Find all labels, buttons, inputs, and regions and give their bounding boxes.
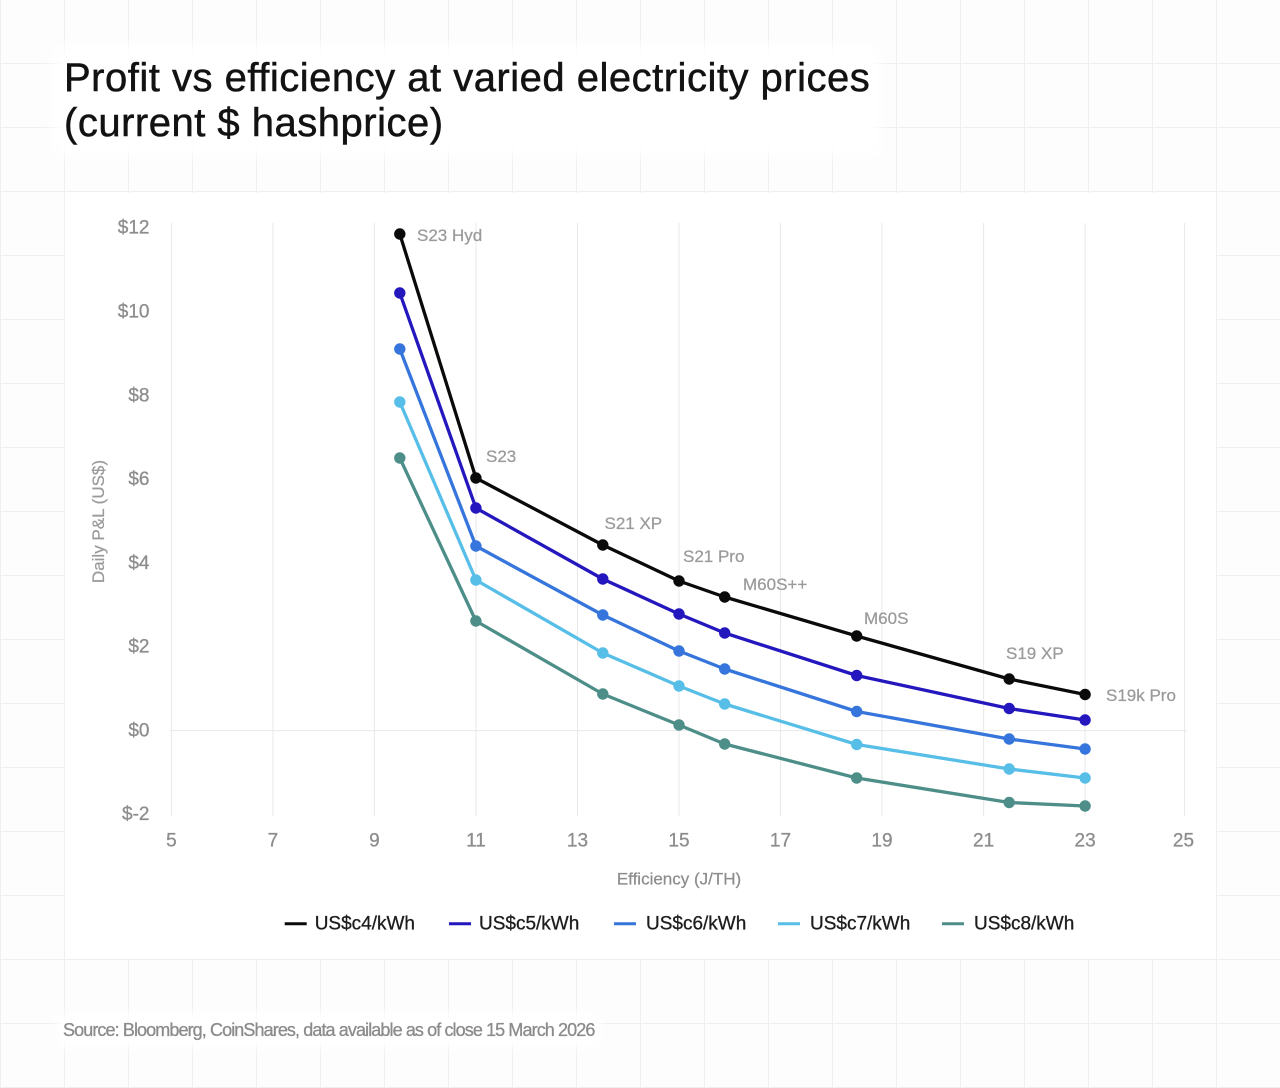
svg-text:$-2: $-2: [122, 804, 149, 825]
svg-text:$12: $12: [118, 218, 150, 239]
svg-text:M60S++: M60S++: [743, 575, 807, 594]
svg-text:US$c7/kWh: US$c7/kWh: [810, 914, 910, 935]
svg-text:$8: $8: [128, 386, 149, 407]
svg-text:Daily P&L (US$): Daily P&L (US$): [89, 460, 108, 583]
svg-text:11: 11: [466, 831, 486, 852]
svg-text:23: 23: [1075, 831, 1096, 852]
svg-text:S21 XP: S21 XP: [605, 514, 663, 533]
svg-text:$0: $0: [128, 721, 149, 742]
svg-text:US$c6/kWh: US$c6/kWh: [646, 914, 746, 935]
svg-text:21: 21: [973, 831, 994, 852]
svg-text:US$c5/kWh: US$c5/kWh: [479, 914, 579, 935]
svg-text:S19k Pro: S19k Pro: [1106, 686, 1176, 705]
svg-text:$6: $6: [128, 469, 149, 490]
svg-text:S19 XP: S19 XP: [1006, 644, 1064, 663]
svg-text:13: 13: [567, 831, 588, 852]
svg-text:$4: $4: [128, 553, 150, 574]
svg-text:US$c8/kWh: US$c8/kWh: [974, 914, 1074, 935]
svg-text:17: 17: [770, 831, 791, 852]
svg-text:S23: S23: [486, 447, 516, 466]
svg-text:US$c4/kWh: US$c4/kWh: [315, 914, 415, 935]
svg-text:$2: $2: [128, 637, 149, 658]
svg-text:M60S: M60S: [864, 609, 908, 628]
svg-text:S23 Hyd: S23 Hyd: [417, 226, 482, 245]
svg-text:$10: $10: [118, 302, 150, 323]
svg-text:15: 15: [668, 831, 689, 852]
svg-text:19: 19: [871, 831, 892, 852]
svg-text:Efficiency (J/TH): Efficiency (J/TH): [617, 870, 741, 889]
svg-text:9: 9: [369, 831, 380, 852]
svg-text:5: 5: [166, 831, 177, 852]
svg-text:25: 25: [1173, 831, 1194, 852]
svg-text:7: 7: [268, 831, 279, 852]
svg-text:S21 Pro: S21 Pro: [683, 547, 744, 566]
